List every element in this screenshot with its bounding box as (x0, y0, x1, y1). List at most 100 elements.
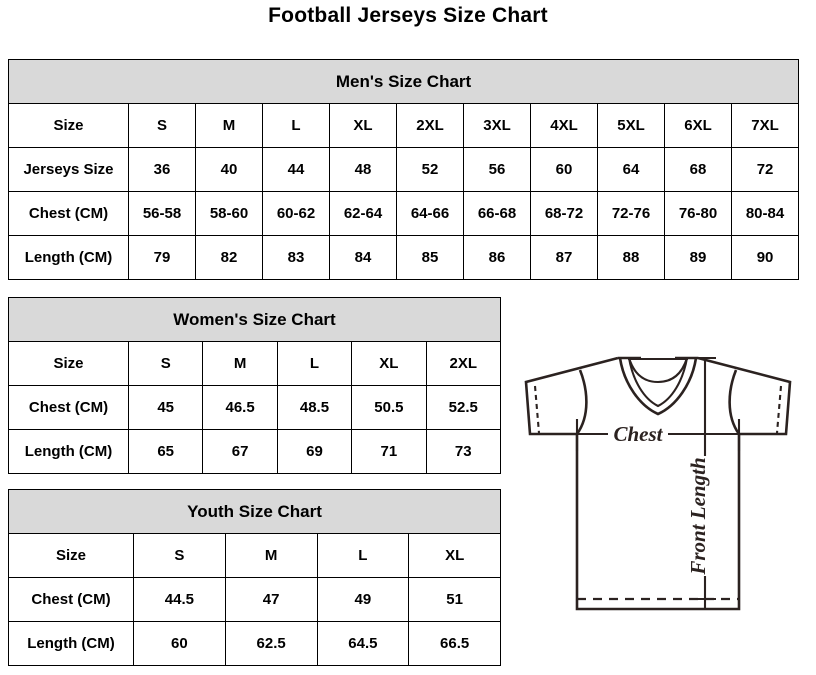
table-cell: M (202, 341, 278, 386)
youth-table-caption: Youth Size Chart (7, 489, 502, 534)
body-outline (575, 434, 741, 611)
table-cell: 72-76 (597, 191, 665, 236)
row-label: Length (CM) (8, 235, 129, 280)
table-row: Jerseys Size 36 40 44 48 52 56 60 64 68 … (8, 147, 800, 192)
collar-opening-curve (627, 357, 689, 384)
row-label: Length (CM) (8, 621, 134, 666)
table-cell: 64 (597, 147, 665, 192)
table-cell: 80-84 (730, 191, 800, 236)
jersey-measurement-diagram: Chest Front Length (508, 336, 808, 646)
row-label: Length (CM) (8, 429, 129, 474)
table-cell: 52 (396, 147, 464, 192)
table-cell: 62-64 (329, 191, 397, 236)
mens-size-table: Men's Size Chart Size S M L XL 2XL 3XL 4… (7, 59, 800, 280)
table-cell: L (276, 341, 353, 386)
table-cell: S (128, 103, 196, 148)
table-row: Size S M L XL (8, 533, 502, 578)
table-cell: 83 (262, 235, 330, 280)
table-cell: S (127, 341, 204, 386)
table-cell: M (195, 103, 263, 148)
table-cell: 60 (133, 621, 226, 666)
mens-table-caption: Men's Size Chart (7, 59, 800, 104)
table-cell: 48 (329, 147, 397, 192)
table-row: Chest (CM) 44.5 47 49 51 (8, 577, 502, 622)
table-cell: 72 (730, 147, 800, 192)
table-cell: 45 (127, 385, 204, 430)
table-cell: L (316, 533, 410, 578)
right-cuff-hem-dashes (775, 385, 783, 434)
table-cell: 76-80 (664, 191, 732, 236)
table-cell: 44.5 (133, 577, 226, 622)
table-cell: 56-58 (128, 191, 196, 236)
left-armhole-seam (575, 369, 588, 435)
table-cell: 5XL (597, 103, 665, 148)
table-cell: 67 (202, 429, 278, 474)
table-cell: 89 (664, 235, 732, 280)
table-cell: 60 (530, 147, 598, 192)
row-label: Size (8, 341, 129, 386)
vneck-outer-edge (618, 357, 698, 416)
table-cell: 4XL (530, 103, 598, 148)
page-title: Football Jerseys Size Chart (268, 4, 548, 27)
table-cell: 52.5 (425, 385, 501, 430)
table-cell: 50.5 (351, 385, 427, 430)
table-cell: 79 (128, 235, 196, 280)
table-cell: S (133, 533, 226, 578)
table-cell: 68-72 (530, 191, 598, 236)
table-cell: L (262, 103, 330, 148)
table-cell: 6XL (664, 103, 732, 148)
table-row: Length (CM) 79 82 83 84 85 86 87 88 89 9… (8, 235, 800, 280)
row-label: Jerseys Size (8, 147, 129, 192)
right-armhole-seam (728, 369, 741, 435)
left-cuff-hem-dashes (533, 385, 541, 434)
table-cell: 47 (224, 577, 318, 622)
table-cell: 2XL (425, 341, 501, 386)
table-cell: 90 (730, 235, 800, 280)
table-cell: 64.5 (316, 621, 410, 666)
left-sleeve-outline (524, 356, 619, 436)
table-cell: 49 (316, 577, 410, 622)
table-cell: 60-62 (262, 191, 330, 236)
table-cell: 56 (463, 147, 531, 192)
row-label: Chest (CM) (8, 577, 134, 622)
row-label: Chest (CM) (8, 191, 129, 236)
table-cell: 66-68 (463, 191, 531, 236)
table-cell: M (224, 533, 318, 578)
chest-label: Chest (613, 422, 663, 446)
front-length-label: Front Length (686, 457, 710, 575)
table-cell: 66.5 (408, 621, 502, 666)
vneck-inner-band (627, 357, 689, 408)
table-cell: 2XL (396, 103, 464, 148)
table-cell: XL (351, 341, 427, 386)
table-cell: 84 (329, 235, 397, 280)
table-cell: 65 (127, 429, 204, 474)
row-label: Size (8, 103, 129, 148)
table-cell: 82 (195, 235, 263, 280)
table-cell: 88 (597, 235, 665, 280)
table-cell: 68 (664, 147, 732, 192)
table-cell: 3XL (463, 103, 531, 148)
table-cell: 73 (425, 429, 501, 474)
table-row: Size S M L XL 2XL 3XL 4XL 5XL 6XL 7XL (8, 103, 800, 148)
table-caption-row: Women's Size Chart (8, 297, 501, 342)
table-cell: 58-60 (195, 191, 263, 236)
womens-table-caption: Women's Size Chart (8, 297, 501, 342)
table-cell: 64-66 (396, 191, 464, 236)
table-cell: 51 (408, 577, 502, 622)
table-row: Chest (CM) 56-58 58-60 60-62 62-64 64-66… (8, 191, 800, 236)
table-row: Size S M L XL 2XL (8, 341, 501, 386)
table-cell: 85 (396, 235, 464, 280)
table-cell: 71 (351, 429, 427, 474)
table-row: Length (CM) 60 62.5 64.5 66.5 (8, 621, 502, 666)
table-cell: 46.5 (202, 385, 278, 430)
table-cell: 86 (463, 235, 531, 280)
table-caption-row: Men's Size Chart (7, 59, 800, 104)
right-sleeve-outline (697, 356, 792, 436)
table-cell: 44 (262, 147, 330, 192)
table-row: Length (CM) 65 67 69 71 73 (8, 429, 501, 474)
table-cell: XL (329, 103, 397, 148)
table-cell: 69 (276, 429, 353, 474)
row-label: Chest (CM) (8, 385, 129, 430)
table-cell: 48.5 (276, 385, 353, 430)
table-cell: 36 (128, 147, 196, 192)
